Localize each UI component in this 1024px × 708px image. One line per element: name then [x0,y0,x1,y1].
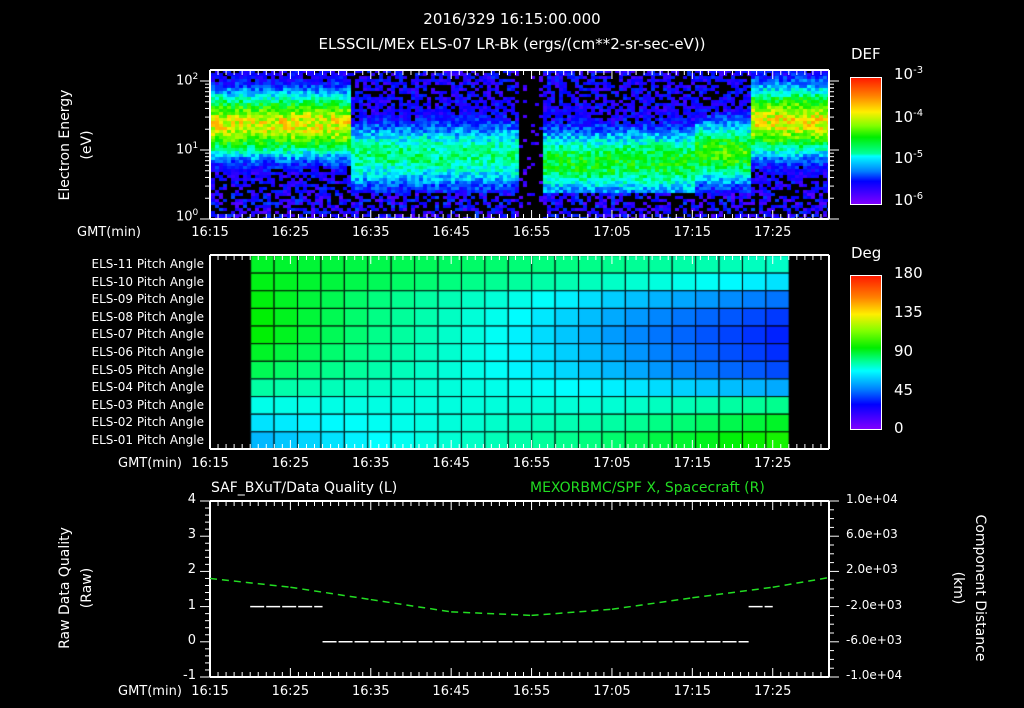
pitch-row-label: ELS-07 Pitch Angle [91,327,204,342]
time-tick-label: 16:25 [271,684,310,699]
time-tick-label: 16:55 [512,456,551,471]
time-axis-label: GMT(min) [77,225,141,240]
energy-spectrogram [211,70,830,219]
time-tick-label: 17:15 [673,225,712,240]
quality-ytick: 3 [187,527,196,543]
quality-ytick: 0 [187,632,196,648]
time-tick-label: 16:55 [512,684,551,699]
distance-ytick: -1.0e+04 [846,668,903,682]
quality-ytick: 4 [187,492,196,507]
pitch-row-label: ELS-04 Pitch Angle [91,380,204,395]
time-tick-label: 16:35 [352,456,390,471]
colorbar-def-tick: 10-6 [894,191,924,209]
time-tick-label: 17:15 [673,456,712,471]
time-tick-label: 16:45 [432,225,470,240]
colorbar-def-tick: 10-5 [894,149,924,167]
pitch-angle-heatmap [211,255,830,449]
colorbar-deg [850,275,882,430]
quality-ytick: 1 [187,597,196,613]
right-series-title: MEXORBMC/SPF X, Spacecraft (R) [530,480,765,496]
ytick-1e0: 100 [176,208,199,225]
time-tick-label: 17:25 [753,684,792,699]
quality-ytick: -1 [183,668,196,683]
time-tick-label: 16:45 [432,456,470,471]
colorbar-def-tick: 10-3 [894,65,924,83]
ytick-1e2: 102 [176,72,199,89]
time-tick-label: 17:05 [593,684,631,699]
pitch-row-label: ELS-02 Pitch Angle [91,415,204,430]
time-tick-label: 17:25 [753,225,792,240]
pitch-row-label: ELS-03 Pitch Angle [91,397,204,412]
colorbar-deg-tick: 45 [894,381,914,399]
colorbar-deg-tick: 135 [894,303,923,321]
left-series-title: SAF_BXuT/Data Quality (L) [211,480,398,496]
time-tick-label: 16:25 [271,456,310,471]
colorbar-def-tick: 10-4 [894,108,924,126]
colorbar-def [850,77,882,205]
time-tick-label: 16:15 [191,225,229,240]
time-tick-label: 16:55 [512,225,551,240]
time-axis-label: GMT(min) [118,456,182,471]
pitch-row-label: ELS-09 Pitch Angle [91,292,204,307]
distance-ytick: 2.0e+03 [846,562,898,577]
distance-ytick: -2.0e+03 [846,597,903,612]
time-tick-label: 17:15 [673,684,712,699]
time-tick-label: 17:25 [753,456,792,471]
distance-ytick: -6.0e+03 [846,632,903,647]
colorbar-deg-tick: 0 [894,419,904,437]
time-tick-label: 17:05 [593,225,631,240]
pitch-row-label: ELS-05 Pitch Angle [91,362,204,377]
time-tick-label: 17:05 [593,456,631,471]
pitch-row-label: ELS-06 Pitch Angle [91,345,204,359]
plot-title: ELSSCIL/MEx ELS-07 LR-Bk (ergs/(cm**2-sr… [318,35,706,53]
time-axis-label: GMT(min) [118,684,182,699]
time-tick-label: 16:35 [352,684,390,699]
time-tick-label: 16:35 [352,225,390,240]
time-tick-label: 16:45 [432,684,470,699]
pitch-row-label: ELS-01 Pitch Angle [91,433,204,447]
colorbar-deg-tick: 180 [894,264,923,282]
ytick-1e1: 101 [176,141,199,158]
pitch-row-label: ELS-10 Pitch Angle [91,274,204,289]
distance-ytick: 6.0e+03 [846,527,898,542]
quality-ytick: 2 [187,562,196,578]
time-tick-label: 16:25 [271,225,310,240]
distance-ytick: 1.0e+04 [846,492,898,506]
time-tick-label: 16:15 [191,684,229,699]
pitch-row-label: ELS-08 Pitch Angle [91,309,204,324]
colorbar-def-label: DEF [851,45,881,63]
timestamp-title: 2016/329 16:15:00.000 [423,10,601,28]
time-tick-label: 16:15 [191,456,229,471]
colorbar-deg-tick: 90 [894,342,914,360]
colorbar-deg-label: Deg [851,244,882,262]
pitch-row-label: ELS-11 Pitch Angle [91,257,204,271]
